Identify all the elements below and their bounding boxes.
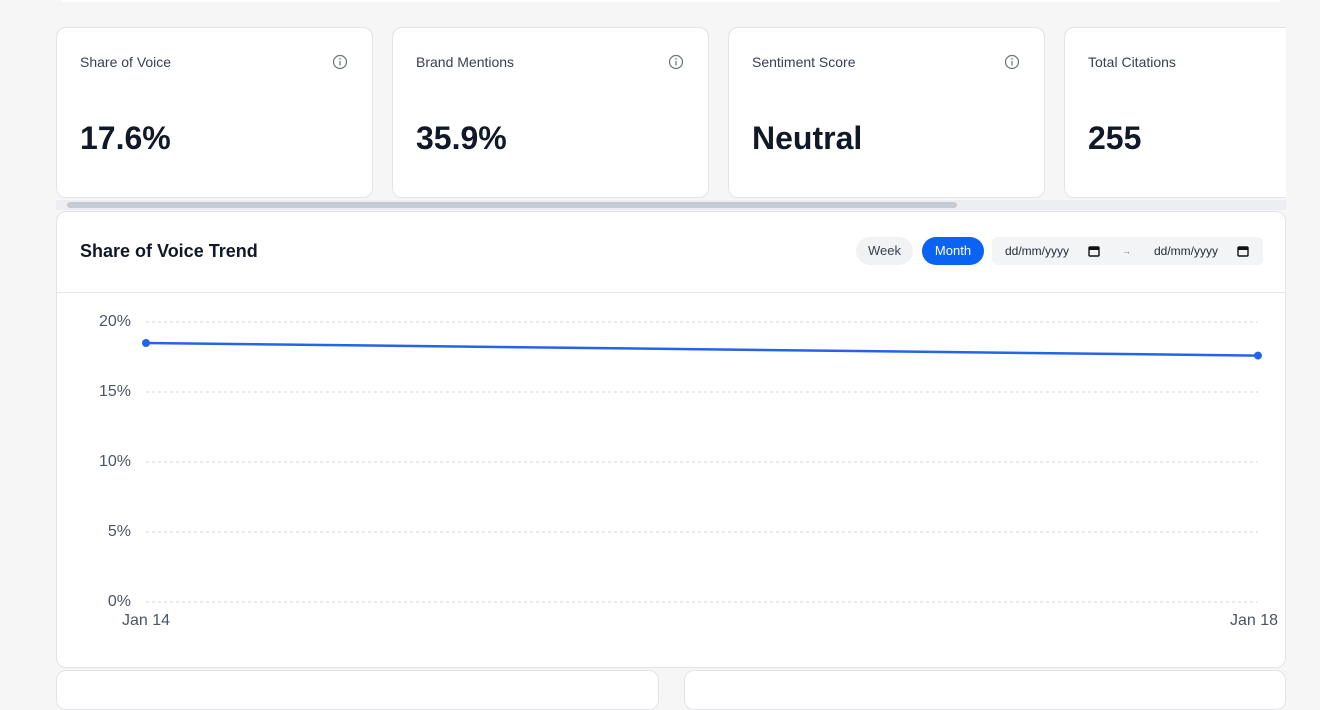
y-tick-label: 20% xyxy=(99,313,131,330)
y-tick-label: 0% xyxy=(108,593,131,610)
data-point xyxy=(142,339,150,347)
divider xyxy=(57,292,1285,293)
bottom-panel xyxy=(684,670,1286,710)
info-icon[interactable] xyxy=(332,54,348,70)
metric-card: Sentiment Score Neutral xyxy=(728,27,1045,198)
card-title: Share of Voice xyxy=(80,54,172,70)
metric-card: Share of Voice 17.6% xyxy=(56,27,373,198)
y-tick-label: 15% xyxy=(99,383,131,400)
trend-line xyxy=(145,341,1259,357)
chart-panel: Share of Voice Trend Week Month dd/mm/yy… xyxy=(56,211,1286,668)
chart: 0% 5% 10% 15% 20% Jan 14 Jan 18 xyxy=(99,313,1278,629)
date-input[interactable]: dd/mm/yyyy xyxy=(1154,244,1219,258)
period-button[interactable]: Week xyxy=(856,237,913,265)
info-icon[interactable] xyxy=(1004,54,1020,70)
info-icon[interactable] xyxy=(668,54,684,70)
date-separator: → xyxy=(1122,246,1131,256)
date-input[interactable]: dd/mm/yyyy xyxy=(1005,244,1070,258)
x-tick-label: Jan 14 xyxy=(122,612,170,629)
calendar-icon[interactable] xyxy=(1237,245,1249,257)
card-title: Total Citations xyxy=(1088,54,1176,70)
y-tick-label: 10% xyxy=(99,453,131,470)
x-tick-label: Jan 18 xyxy=(1230,612,1278,629)
card-value: Neutral xyxy=(752,120,863,156)
top-strip xyxy=(62,0,1280,2)
calendar-icon[interactable] xyxy=(1088,245,1100,257)
metric-card: Total Citations 255 xyxy=(1064,27,1286,198)
scrollbar-thumb[interactable] xyxy=(67,202,957,208)
bottom-panel xyxy=(56,670,659,710)
metric-card: Brand Mentions 35.9% xyxy=(392,27,709,198)
chart-title: Share of Voice Trend xyxy=(80,241,258,261)
y-tick-label: 5% xyxy=(108,523,131,540)
period-button[interactable]: Month xyxy=(922,237,984,265)
date-range: dd/mm/yyyy → dd/mm/yyyy xyxy=(992,237,1263,265)
metric-cards: Share of Voice 17.6% Brand Mentions 35.9… xyxy=(56,27,1286,201)
data-point xyxy=(1254,351,1262,360)
card-value: 255 xyxy=(1088,120,1142,156)
card-value: 17.6% xyxy=(80,120,171,156)
card-title: Brand Mentions xyxy=(416,54,515,70)
card-title: Sentiment Score xyxy=(752,54,856,70)
card-value: 35.9% xyxy=(416,120,507,156)
